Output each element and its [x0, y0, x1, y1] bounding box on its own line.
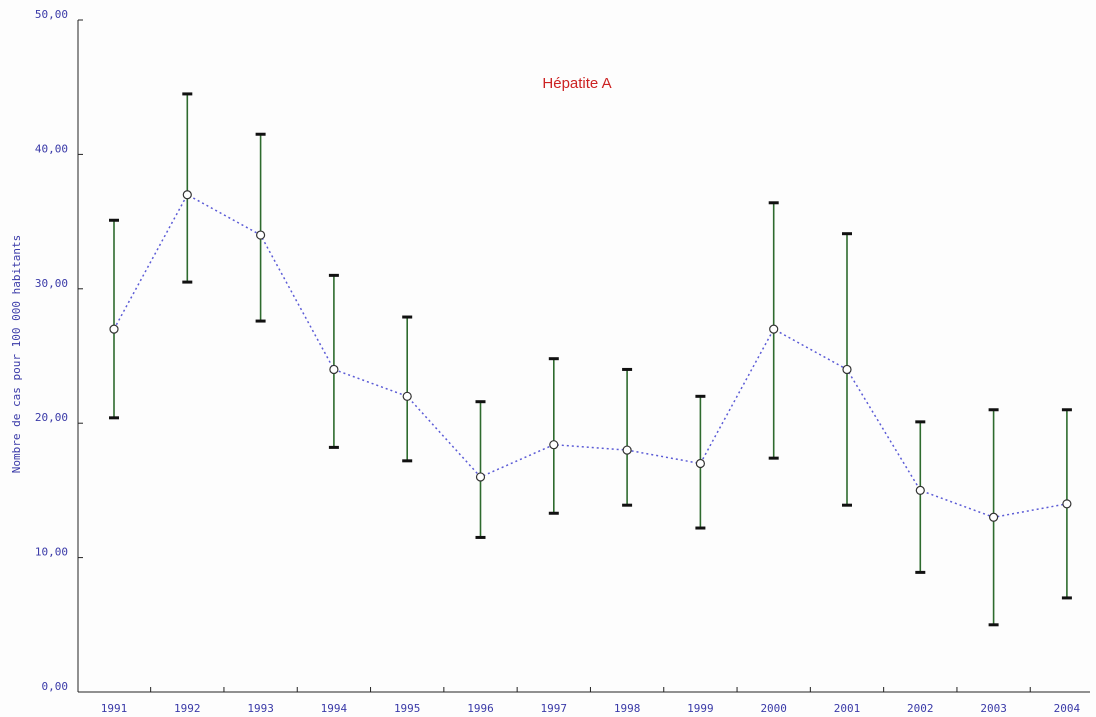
x-tick-label: 1998 [614, 702, 641, 715]
data-point [769, 324, 779, 334]
x-tick-label: 2004 [1054, 702, 1081, 715]
data-point [915, 485, 925, 495]
x-tick-label: 2001 [834, 702, 861, 715]
x-tick-label: 1996 [467, 702, 494, 715]
x-tick-label: 1992 [174, 702, 201, 715]
data-point [622, 445, 632, 455]
y-ticks: 0,00 10,00 20,00 30,00 40,00 50,00 [35, 8, 83, 693]
chart-title: Hépatite A [542, 75, 611, 92]
data-point [1062, 499, 1072, 509]
y-tick-label: 30,00 [35, 277, 68, 290]
x-tick-label: 2002 [907, 702, 934, 715]
y-tick-label: 40,00 [35, 142, 68, 155]
data-point [549, 440, 559, 450]
y-tick-label: 10,00 [35, 546, 68, 559]
x-tick-label: 1991 [101, 702, 128, 715]
data-point [988, 512, 999, 522]
data-point [182, 190, 192, 200]
series [109, 190, 1072, 522]
series-line [113, 193, 1068, 519]
x-tick-label: 1997 [541, 702, 568, 715]
y-tick-label: 20,00 [35, 411, 68, 424]
data-point [329, 364, 339, 375]
x-tick-label: 1993 [247, 702, 274, 715]
y-tick-label: 0,00 [42, 680, 69, 693]
x-tick-label: 2000 [760, 702, 787, 715]
data-point [842, 364, 852, 375]
error-bars [109, 92, 1072, 627]
y-axis-label: Nombre de cas pour 100 000 habitants [10, 235, 23, 473]
y-tick-label: 50,00 [35, 8, 68, 21]
axes [77, 20, 1090, 693]
data-point [695, 458, 706, 469]
x-ticks: 1991 1992 1993 1994 1995 1996 1997 1998 1999 2000… [101, 687, 1081, 715]
x-tick-label: 2003 [980, 702, 1007, 715]
x-tick-label: 1995 [394, 702, 421, 715]
x-tick-label: 1999 [687, 702, 714, 715]
data-point [109, 324, 119, 334]
data-point [256, 230, 266, 240]
data-point [475, 472, 486, 482]
x-tick-label: 1994 [321, 702, 348, 715]
data-point [402, 391, 412, 401]
